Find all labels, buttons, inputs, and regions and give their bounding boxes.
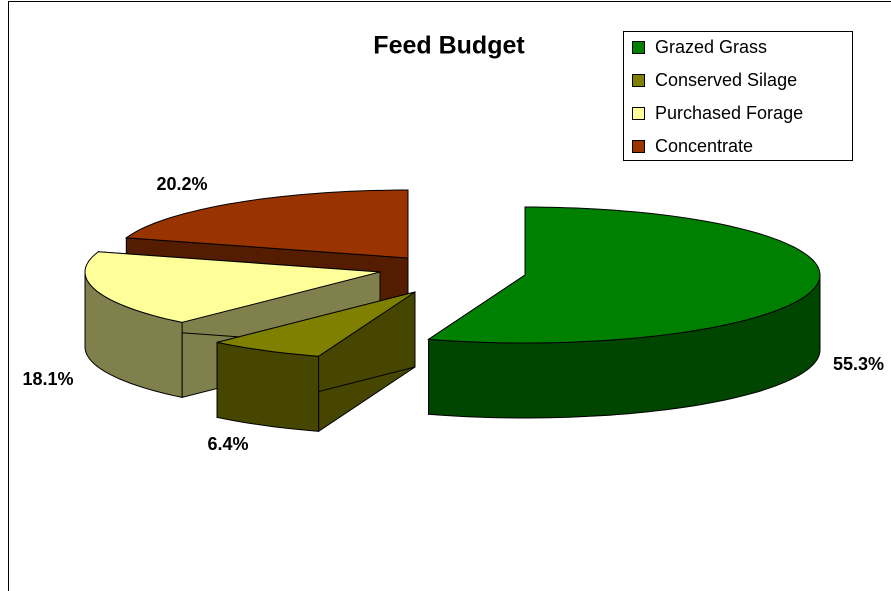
value-label: 18.1% xyxy=(22,369,73,389)
legend-label: Conserved Silage xyxy=(655,70,797,90)
pie-slice xyxy=(124,189,409,259)
legend-label: Purchased Forage xyxy=(655,103,803,123)
pie-slice xyxy=(216,291,416,357)
legend-swatch xyxy=(632,140,645,153)
legend-swatch xyxy=(632,41,645,54)
legend-swatch xyxy=(632,107,645,120)
legend-swatch xyxy=(632,74,645,87)
slice-rim xyxy=(216,341,320,432)
value-label: 20.2% xyxy=(156,174,207,194)
value-label: 55.3% xyxy=(833,354,884,374)
value-label: 6.4% xyxy=(207,434,248,454)
legend-box xyxy=(623,31,853,161)
pie-slice xyxy=(84,251,381,323)
legend-label: Concentrate xyxy=(655,136,753,156)
pie-slice xyxy=(427,206,821,344)
chart-title: Feed Budget xyxy=(373,32,525,60)
legend-label: Grazed Grass xyxy=(655,37,767,57)
